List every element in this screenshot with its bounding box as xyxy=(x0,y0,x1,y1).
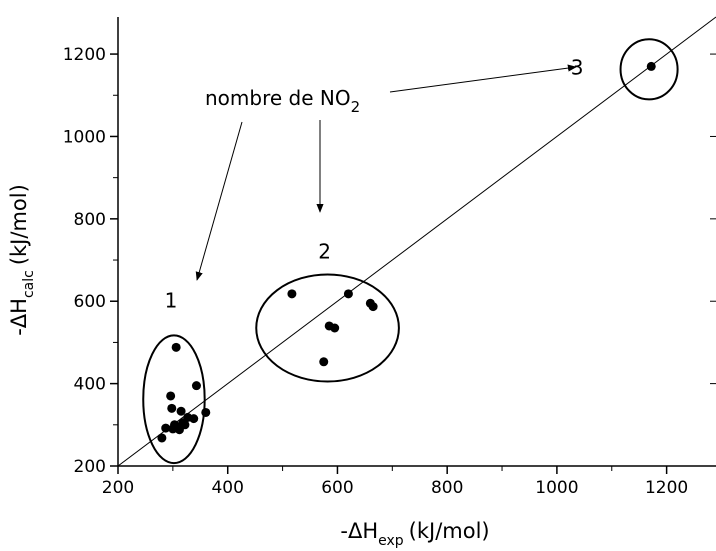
arrow-to-group-3 xyxy=(389,64,577,93)
x-tick-label: 600 xyxy=(321,478,353,498)
x-tick-label: 1000 xyxy=(535,478,578,498)
group-label-3: 3 xyxy=(571,55,584,79)
group-ellipses-layer: 1 2 3 xyxy=(142,38,679,465)
y-axis-label-sub: calc xyxy=(21,270,37,298)
y-tick-label: 800 xyxy=(74,210,106,230)
data-point xyxy=(368,302,378,312)
x-tick-label: 200 xyxy=(102,478,134,498)
data-point xyxy=(161,423,171,433)
group-ellipse-2 xyxy=(255,273,400,383)
data-point xyxy=(167,403,177,413)
data-point xyxy=(157,433,167,443)
data-point xyxy=(191,381,201,391)
reference-line-layer xyxy=(117,16,716,467)
group-label-1: 1 xyxy=(165,288,178,312)
data-point xyxy=(166,391,176,401)
data-point xyxy=(189,414,199,424)
data-point xyxy=(201,407,211,417)
data-point xyxy=(171,342,181,352)
x-axis-label-sub: exp xyxy=(378,533,404,549)
y-tick-label: 600 xyxy=(74,292,106,312)
reference-line xyxy=(117,16,716,467)
data-point xyxy=(646,61,656,71)
y-axis-label: -ΔHcalc (kJ/mol) xyxy=(7,184,37,336)
y-axis-label-unit: (kJ/mol) xyxy=(7,184,31,265)
data-point xyxy=(180,420,190,430)
data-point xyxy=(330,323,340,333)
x-tick-label: 1200 xyxy=(645,478,688,498)
y-tick-label: 1200 xyxy=(63,45,106,65)
data-point xyxy=(287,289,297,299)
group-label-2: 2 xyxy=(318,239,331,263)
data-point xyxy=(176,406,186,416)
annotation-arrows-layer xyxy=(195,64,577,281)
annotation-nombre-no2: nombre de NO2 xyxy=(205,86,360,116)
y-tick-label: 200 xyxy=(74,457,106,477)
x-axis-label-prefix: -ΔH xyxy=(340,519,378,543)
group-ellipse-3 xyxy=(619,38,679,101)
y-axis-label-prefix: -ΔH xyxy=(7,298,31,336)
x-tick-label: 800 xyxy=(431,478,463,498)
annotation-subscript: 2 xyxy=(351,98,361,116)
annotation-main-text: nombre de NO xyxy=(205,86,351,110)
data-points-layer xyxy=(157,61,656,443)
y-tick-label: 400 xyxy=(74,375,106,395)
group-ellipse-1 xyxy=(142,334,206,465)
x-axis-label-unit: (kJ/mol) xyxy=(409,519,490,543)
arrow-to-group-1 xyxy=(195,121,243,281)
data-point xyxy=(319,357,329,367)
axes-layer xyxy=(110,17,716,474)
x-axis-label: -ΔHexp (kJ/mol) xyxy=(340,519,489,549)
y-tick-label: 1000 xyxy=(63,127,106,147)
data-point xyxy=(343,289,353,299)
x-tick-label: 400 xyxy=(211,478,243,498)
